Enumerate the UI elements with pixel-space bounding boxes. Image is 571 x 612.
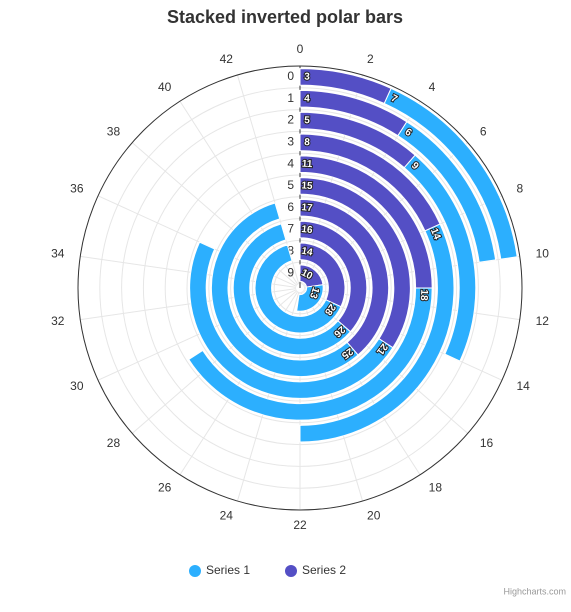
legend-item[interactable]: Series 1 — [189, 563, 250, 577]
radial-tick-label: 7 — [287, 222, 294, 236]
radial-tick-label: 4 — [287, 156, 294, 170]
angular-tick-label: 24 — [220, 509, 234, 523]
legend-item[interactable]: Series 2 — [285, 563, 346, 577]
chart-title: Stacked inverted polar bars — [167, 7, 403, 27]
bar-segment — [188, 287, 433, 421]
radial-tick-label: 0 — [287, 69, 294, 83]
angular-tick-label: 38 — [107, 124, 121, 138]
radial-tick-label: 2 — [287, 113, 294, 127]
radial-tick-label: 9 — [287, 265, 294, 279]
angular-tick-label: 20 — [367, 509, 381, 523]
bar-segment — [232, 223, 352, 356]
angular-tick-label: 22 — [293, 518, 307, 532]
angular-tick-label: 10 — [536, 246, 550, 260]
angular-tick-label: 4 — [429, 80, 436, 94]
data-label: 13 — [307, 286, 321, 300]
angular-tick-label: 18 — [429, 480, 443, 494]
angular-tick-label: 32 — [51, 314, 65, 328]
bar-segment — [383, 87, 518, 260]
angular-tick-label: 40 — [158, 80, 172, 94]
angular-tick-label: 2 — [367, 52, 374, 66]
angular-tick-label: 26 — [158, 480, 172, 494]
bar-segment — [254, 244, 342, 334]
data-label: 15 — [301, 180, 313, 192]
data-label: 3 — [304, 72, 310, 83]
data-label: 17 — [301, 202, 313, 214]
data-label: 4 — [304, 93, 310, 104]
angular-tick-label: 0 — [297, 42, 304, 56]
bar-segment — [299, 223, 455, 443]
bar-segment — [403, 154, 477, 362]
angular-tick-label: 28 — [107, 436, 121, 450]
bar-segment — [210, 202, 359, 378]
bar-segment — [296, 284, 324, 312]
angular-tick-label: 42 — [220, 52, 234, 66]
credits: Highcharts.com — [503, 586, 566, 596]
legend-symbol — [189, 565, 201, 577]
data-label: 11 — [301, 159, 313, 171]
legend-label: Series 1 — [206, 563, 250, 577]
angular-tick-label: 6 — [480, 124, 487, 138]
radial-tick-label: 8 — [287, 243, 294, 257]
legend-symbol — [285, 565, 297, 577]
angular-tick-label: 16 — [480, 436, 494, 450]
data-label: 14 — [300, 246, 313, 259]
angular-tick-label: 34 — [51, 246, 65, 260]
radial-tick-label: 6 — [287, 200, 294, 214]
radial-tick-label: 5 — [287, 178, 294, 192]
data-label: 18 — [418, 289, 430, 301]
data-label: 16 — [301, 224, 314, 236]
bar-segment — [189, 241, 394, 399]
angular-tick-label: 36 — [70, 181, 84, 195]
legend-label: Series 2 — [302, 563, 346, 577]
angular-tick-label: 30 — [70, 379, 84, 393]
radial-tick-label: 1 — [287, 91, 294, 105]
data-label: 5 — [304, 115, 310, 126]
angular-tick-label: 12 — [536, 314, 550, 328]
angular-tick-label: 14 — [516, 379, 530, 393]
angular-tick-label: 8 — [516, 181, 523, 195]
radial-tick-label: 3 — [287, 134, 294, 148]
data-label: 8 — [304, 137, 311, 148]
bar-segment — [397, 121, 497, 263]
